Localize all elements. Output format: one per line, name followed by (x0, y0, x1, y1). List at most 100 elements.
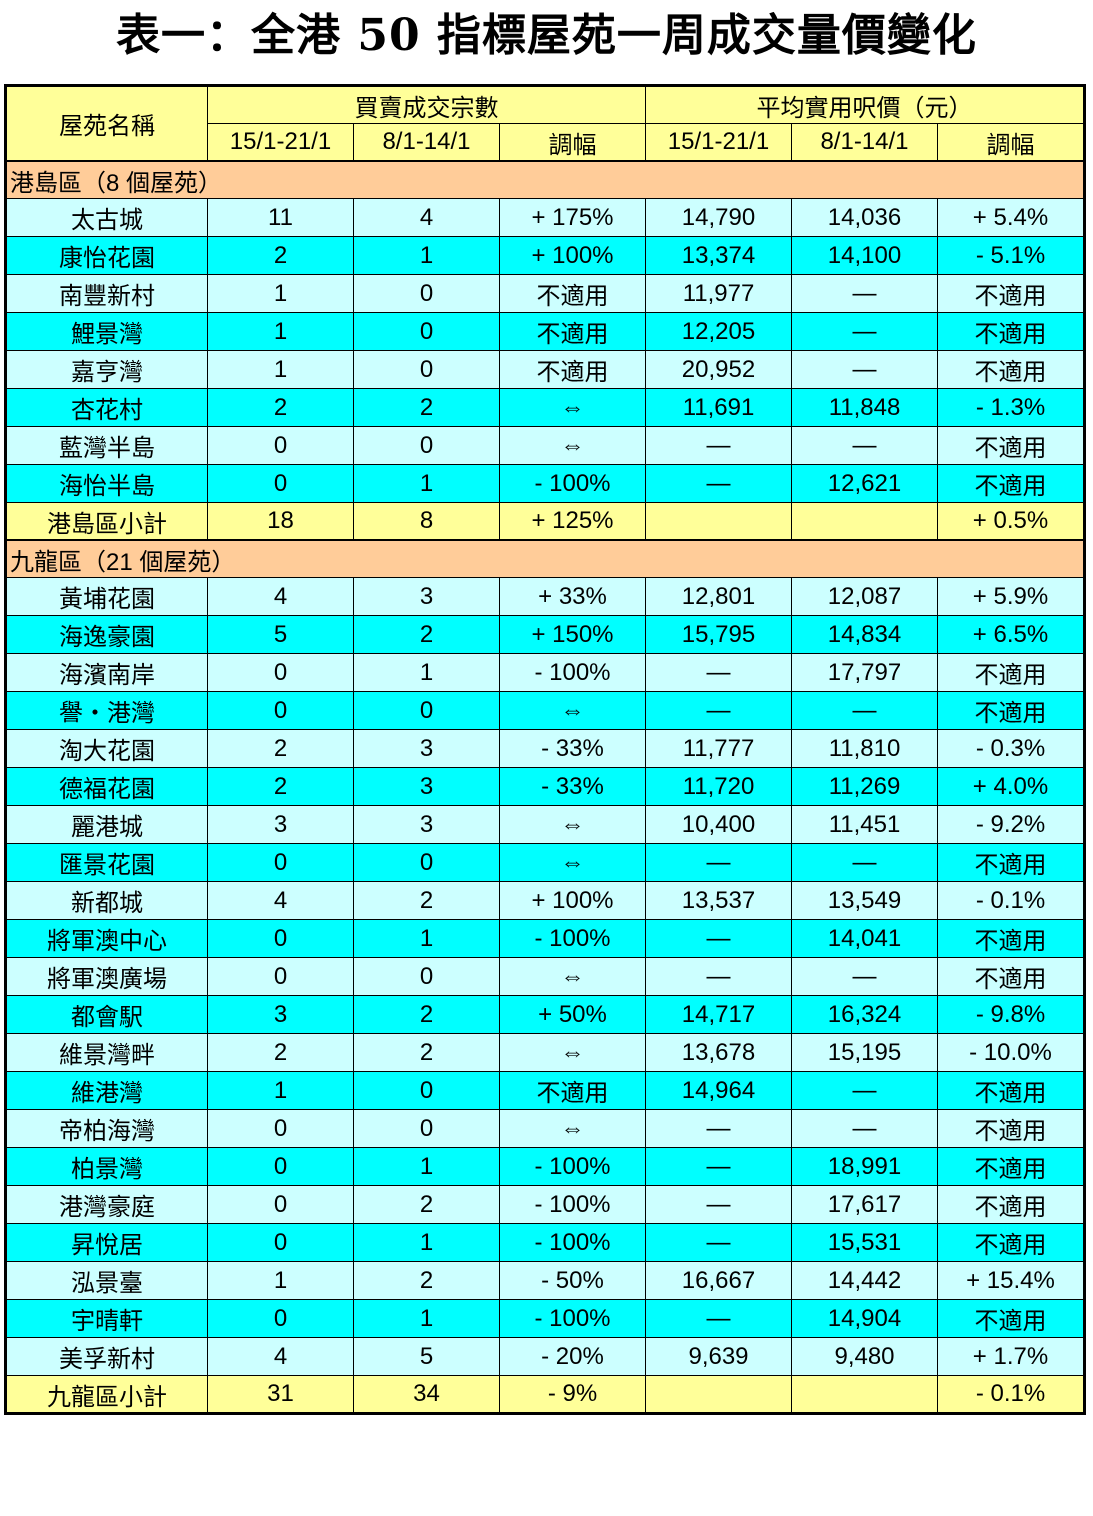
price-previous-cell: — (791, 274, 938, 313)
estate-name-cell: 譽・港灣 (5, 691, 208, 730)
volume-change-cell: ⇔ (499, 957, 646, 996)
header-row-groups: 屋苑名稱 買賣成交宗數 平均實用呎價（元） (5, 85, 1085, 162)
price-current-cell: — (645, 464, 792, 503)
volume-change-cell: + 50% (499, 995, 646, 1034)
price-current-cell: 9,639 (645, 1337, 792, 1376)
table-row: 將軍澳中心 0 1- 100% —14,041 不適用 (5, 919, 1085, 958)
price-current-cell: 14,964 (645, 1071, 792, 1110)
price-previous-cell: 16,324 (791, 995, 938, 1034)
price-previous-cell: 14,100 (791, 236, 938, 275)
volume-previous-cell: 5 (353, 1337, 500, 1376)
price-change-cell: + 5.4% (937, 198, 1085, 237)
table-row: 黃埔花園 4 3 + 33% 12,801 12,087 + 5.9% (5, 577, 1085, 616)
volume-previous-cell: 3 (353, 577, 500, 616)
table-row: 帝柏海灣 0 0 ⇔ — — 不適用 (5, 1109, 1085, 1148)
subtotal-volume-previous-cell: 34 (353, 1375, 500, 1414)
table-row: 海濱南岸 0 1- 100% —17,797 不適用 (5, 653, 1085, 692)
volume-change-cell: - 20% (499, 1337, 646, 1376)
volume-previous-cell: 0 (353, 426, 500, 465)
price-current-cell: 14,717 (645, 995, 792, 1034)
volume-previous-cell: 2 (353, 1033, 500, 1072)
price-previous-cell: 18,991 (791, 1147, 938, 1186)
volume-previous-cell: 0 (353, 1109, 500, 1148)
price-change-cell: 不適用 (937, 919, 1085, 958)
price-current-cell: 12,205 (645, 312, 792, 351)
subtotal-row: 九龍區小計 31 34- 9% - 0.1% (5, 1375, 1085, 1415)
estate-name-cell: 黃埔花園 (5, 577, 208, 616)
volume-change-cell: - 50% (499, 1261, 646, 1300)
volume-previous-cell: 2 (353, 388, 500, 427)
price-previous-cell: — (791, 843, 938, 882)
estate-name-cell: 帝柏海灣 (5, 1109, 208, 1148)
volume-previous-cell: 1 (353, 653, 500, 692)
volume-current-cell: 11 (207, 198, 354, 237)
price-change-cell: - 5.1% (937, 236, 1085, 275)
volume-change-cell: 不適用 (499, 350, 646, 389)
price-current-cell: 13,374 (645, 236, 792, 275)
volume-current-cell: 4 (207, 881, 354, 920)
price-previous-cell: — (791, 957, 938, 996)
price-change-cell: 不適用 (937, 1299, 1085, 1338)
price-current-cell: 10,400 (645, 805, 792, 844)
price-change-cell: - 1.3% (937, 388, 1085, 427)
price-previous-cell: 11,451 (791, 805, 938, 844)
section-header-row: 九龍區（21 個屋苑） (5, 539, 1085, 578)
table-row: 新都城 4 2 + 100% 13,537 13,549- 0.1% (5, 881, 1085, 920)
estate-name-cell: 將軍澳廣場 (5, 957, 208, 996)
volume-current-cell: 1 (207, 312, 354, 351)
estate-name-cell: 都會駅 (5, 995, 208, 1034)
table-row: 麗港城 3 3 ⇔ 10,400 11,451- 9.2% (5, 805, 1085, 844)
subtotal-volume-current-cell: 18 (207, 502, 354, 541)
volume-change-cell: - 100% (499, 1147, 646, 1186)
volume-current-cell: 0 (207, 843, 354, 882)
volume-previous-cell: 0 (353, 843, 500, 882)
price-change-cell: 不適用 (937, 691, 1085, 730)
price-change-cell: - 9.8% (937, 995, 1085, 1034)
price-current-cell: 15,795 (645, 615, 792, 654)
subtotal-price-change-cell: + 0.5% (937, 502, 1085, 541)
header-price-previous: 8/1-14/1 (791, 123, 938, 162)
estate-name-cell: 鯉景灣 (5, 312, 208, 351)
volume-previous-cell: 1 (353, 919, 500, 958)
estate-name-cell: 美孚新村 (5, 1337, 208, 1376)
volume-previous-cell: 0 (353, 350, 500, 389)
volume-current-cell: 0 (207, 957, 354, 996)
table-row: 宇晴軒 0 1- 100% —14,904 不適用 (5, 1299, 1085, 1338)
subtotal-price-current-cell (645, 502, 792, 541)
price-previous-cell: — (791, 426, 938, 465)
volume-previous-cell: 0 (353, 957, 500, 996)
price-previous-cell: 9,480 (791, 1337, 938, 1376)
estate-name-cell: 嘉亨灣 (5, 350, 208, 389)
section-header-row: 港島區（8 個屋苑） (5, 160, 1085, 199)
price-current-cell: — (645, 1147, 792, 1186)
subtotal-estate-name-cell: 港島區小計 (5, 502, 208, 541)
price-current-cell: — (645, 1299, 792, 1338)
estate-name-cell: 海濱南岸 (5, 653, 208, 692)
table-row: 海逸豪園 5 2 + 150% 15,795 14,834 + 6.5% (5, 615, 1085, 654)
price-previous-cell: 12,621 (791, 464, 938, 503)
table-row: 維景灣畔 2 2 ⇔ 13,678 15,195- 10.0% (5, 1033, 1085, 1072)
volume-previous-cell: 0 (353, 274, 500, 313)
price-previous-cell: 11,810 (791, 729, 938, 768)
estate-name-cell: 康怡花園 (5, 236, 208, 275)
price-previous-cell: 14,041 (791, 919, 938, 958)
volume-current-cell: 3 (207, 995, 354, 1034)
volume-current-cell: 2 (207, 388, 354, 427)
estate-name-cell: 海逸豪園 (5, 615, 208, 654)
volume-current-cell: 0 (207, 1223, 354, 1262)
volume-previous-cell: 2 (353, 1261, 500, 1300)
volume-previous-cell: 3 (353, 767, 500, 806)
volume-previous-cell: 1 (353, 1147, 500, 1186)
section-label: 港島區（8 個屋苑） (5, 160, 1085, 199)
table-row: 鯉景灣 1 0 不適用 12,205— 不適用 (5, 312, 1085, 351)
estate-name-cell: 泓景臺 (5, 1261, 208, 1300)
volume-change-cell: - 100% (499, 464, 646, 503)
estate-name-cell: 宇晴軒 (5, 1299, 208, 1338)
estate-name-cell: 太古城 (5, 198, 208, 237)
header-price-group: 平均實用呎價（元） (645, 85, 1085, 124)
volume-current-cell: 5 (207, 615, 354, 654)
volume-change-cell: - 100% (499, 1223, 646, 1262)
price-change-cell: 不適用 (937, 464, 1085, 503)
volume-change-cell: + 100% (499, 236, 646, 275)
table-row: 昇悅居 0 1- 100% —15,531 不適用 (5, 1223, 1085, 1262)
